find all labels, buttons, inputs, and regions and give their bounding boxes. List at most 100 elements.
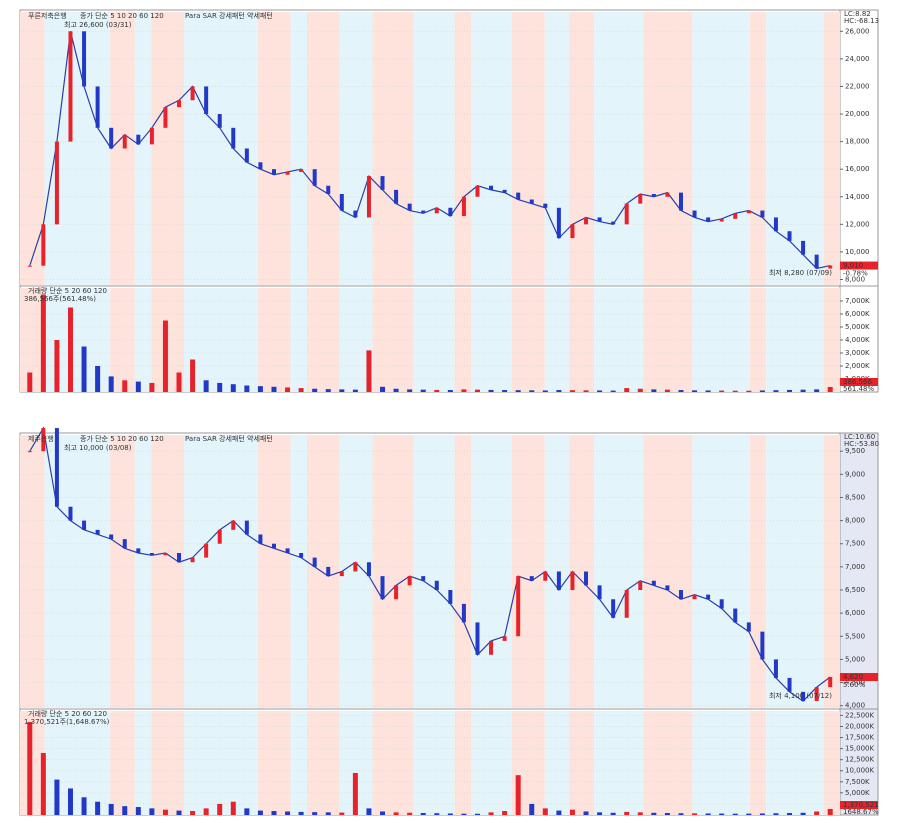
candle xyxy=(190,557,195,563)
y-tick-label: 3,000K xyxy=(845,349,870,357)
volume-legend: 거래량 단순 5 20 60 120 xyxy=(28,709,107,718)
y-tick-label: 22,500K xyxy=(845,711,874,719)
candle xyxy=(299,552,304,558)
candle xyxy=(556,571,561,591)
y-tick-label: 4,000 xyxy=(845,702,865,710)
signal-band xyxy=(766,711,824,815)
volume-bar xyxy=(190,811,196,815)
signal-band xyxy=(257,288,291,392)
candle xyxy=(394,585,399,600)
y-tick-label: 8,000 xyxy=(845,275,865,283)
volume-bar xyxy=(624,811,630,815)
axis-panel xyxy=(839,432,879,816)
volume-bar xyxy=(54,340,60,392)
candle xyxy=(244,148,249,163)
candle xyxy=(773,217,778,232)
volume-bar xyxy=(285,811,291,815)
candle xyxy=(380,176,385,190)
hc-label: HC:-68.13 xyxy=(844,17,879,25)
y-tick-label: 26,000 xyxy=(845,27,870,35)
candle xyxy=(421,210,426,214)
last-price-box xyxy=(840,672,878,681)
candle xyxy=(177,100,182,108)
signal-band xyxy=(749,711,767,815)
candle xyxy=(448,590,453,604)
volume-bar xyxy=(502,390,508,392)
candle xyxy=(434,580,439,591)
signal-band xyxy=(413,435,455,708)
y-tick-label: 14,000 xyxy=(845,193,870,201)
volume-bar xyxy=(719,813,725,815)
candle xyxy=(27,265,32,267)
volume-bar xyxy=(569,809,575,815)
signal-band xyxy=(307,12,340,285)
candle xyxy=(801,240,806,255)
volume-bar xyxy=(542,808,548,815)
candle xyxy=(122,134,127,149)
signal-band xyxy=(643,711,693,815)
signal-band xyxy=(151,12,184,285)
candle xyxy=(136,134,141,145)
signal-band xyxy=(110,711,135,815)
sar-legend: Para SAR 강세패턴 약세패턴 xyxy=(185,434,273,443)
candle xyxy=(434,207,439,214)
high-label: 최고 10,000 (03/08) xyxy=(64,443,132,452)
signal-band xyxy=(471,435,512,708)
volume-bar xyxy=(27,722,33,815)
volume-bar xyxy=(244,385,250,392)
signal-band xyxy=(257,711,291,815)
candle xyxy=(312,557,317,567)
candle xyxy=(638,194,643,204)
candle xyxy=(543,571,548,581)
volume-bar xyxy=(352,772,358,815)
stock-chart: 8,000 10,000 12,000 14,000 16,000 18,000 20,00… xyxy=(19,9,879,393)
candle xyxy=(502,636,507,641)
y-tick-label: 18,000 xyxy=(845,138,870,146)
candle xyxy=(665,585,670,591)
candle xyxy=(54,428,59,507)
candle xyxy=(163,107,168,128)
signal-band xyxy=(413,711,455,815)
y-tick-label: 15,000K xyxy=(845,745,874,753)
volume-bar xyxy=(108,376,114,392)
y-tick-label: 5,000K xyxy=(845,323,870,331)
y-tick-label: 9,000 xyxy=(845,470,865,478)
candle xyxy=(828,265,833,269)
signal-band xyxy=(594,12,644,285)
volume-bar xyxy=(678,390,684,392)
candle xyxy=(678,590,683,600)
volume-bar xyxy=(692,390,698,392)
candle xyxy=(41,224,46,266)
volume-bar xyxy=(230,801,236,815)
volume-bar xyxy=(814,811,820,815)
candle xyxy=(638,580,643,591)
volume-bar xyxy=(271,811,277,815)
candle xyxy=(190,86,195,101)
candle xyxy=(760,631,765,660)
volume-bar xyxy=(217,803,223,815)
volume-bar xyxy=(257,386,263,392)
signal-band xyxy=(643,435,693,708)
candle xyxy=(651,194,656,197)
candle xyxy=(326,566,331,577)
candle xyxy=(136,548,141,553)
volume-bar xyxy=(257,810,263,815)
candle xyxy=(312,169,317,186)
volume-bar xyxy=(597,812,603,815)
y-tick-label: 8,000 xyxy=(845,517,865,525)
y-tick-label: 22,000 xyxy=(845,82,870,90)
signal-band xyxy=(20,711,45,815)
candle xyxy=(733,608,738,623)
volume-bar xyxy=(27,372,33,392)
signal-band xyxy=(372,711,414,815)
volume-bar xyxy=(298,388,304,392)
volume-bar xyxy=(135,807,141,815)
candle xyxy=(801,691,806,702)
last-price: 4,620 xyxy=(843,673,863,681)
volume-bar xyxy=(556,810,562,815)
axis-panel xyxy=(839,9,879,393)
signal-band xyxy=(823,288,840,392)
signal-band xyxy=(692,12,750,285)
signal-band xyxy=(290,435,307,708)
volume-bar xyxy=(285,387,291,392)
